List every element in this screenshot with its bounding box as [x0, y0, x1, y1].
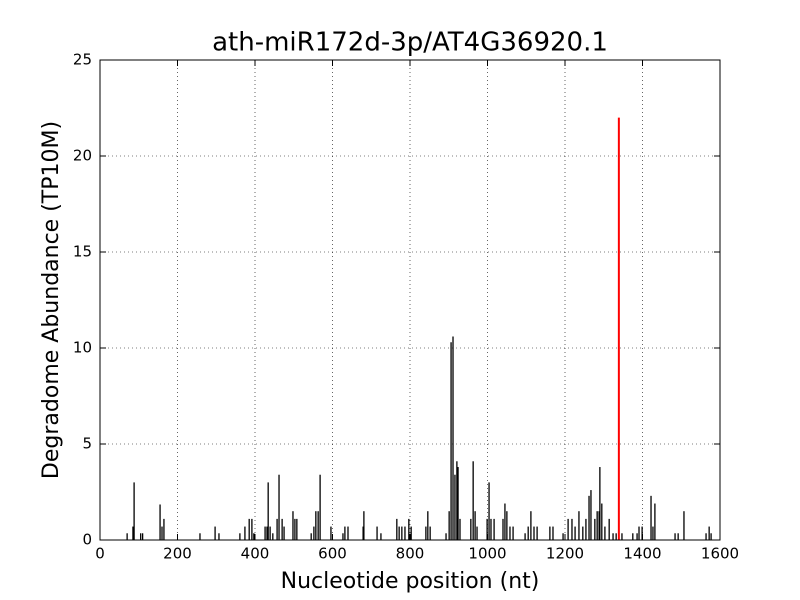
x-tick-label: 1600	[701, 545, 739, 563]
x-tick-label: 600	[318, 545, 347, 563]
x-tick-label: 1000	[468, 545, 506, 563]
x-axis-label: Nucleotide position (nt)	[281, 569, 540, 594]
chart-title: ath-miR172d-3p/AT4G36920.1	[212, 28, 608, 58]
x-tick-label: 800	[396, 545, 425, 563]
y-axis-label: Degradome Abundance (TP10M)	[39, 121, 64, 479]
x-tick-label: 400	[241, 545, 270, 563]
y-tick-label: 10	[73, 339, 92, 357]
y-tick-label: 15	[73, 243, 92, 261]
x-tick-label: 1400	[623, 545, 661, 563]
y-tick-label: 0	[82, 531, 92, 549]
y-tick-label: 5	[82, 435, 92, 453]
x-tick-label: 200	[163, 545, 192, 563]
x-tick-label: 1200	[546, 545, 584, 563]
plot-frame	[99, 59, 721, 541]
y-tick-label: 25	[73, 51, 92, 69]
x-tick-label: 0	[95, 545, 105, 563]
y-tick-label: 20	[73, 147, 92, 165]
